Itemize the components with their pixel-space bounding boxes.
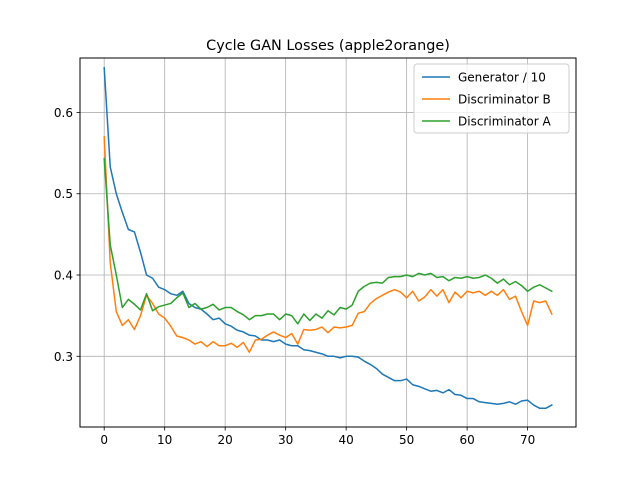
series-line-discriminator-a [103, 157, 553, 325]
legend-box [413, 63, 570, 134]
legend-label: Discriminator B [458, 93, 551, 107]
plot-area-frame [79, 57, 577, 428]
x-tick-label: 0 [100, 433, 108, 447]
y-tick-label: 0.6 [54, 106, 73, 120]
legend-label: Generator / 10 [458, 71, 546, 85]
x-tick-label: 20 [218, 433, 233, 447]
series-line-generator-10 [103, 66, 553, 410]
legend: Generator / 10 Discriminator B Discriminat… [413, 63, 570, 134]
x-tick-label: 70 [520, 433, 535, 447]
axes: 0 10 20 30 40 50 60 70 0.3 0.4 0.5 0.6 [54, 106, 535, 447]
y-tick-label: 0.4 [54, 269, 73, 283]
legend-label: Discriminator A [458, 115, 551, 129]
x-tick-label: 60 [459, 433, 474, 447]
x-tick-label: 30 [278, 433, 293, 447]
y-tick-label: 0.3 [54, 350, 73, 364]
series-lines [103, 66, 553, 410]
y-tick-label: 0.5 [54, 187, 73, 201]
chart-title: Cycle GAN Losses (apple2orange) [206, 38, 450, 54]
x-tick-label: 40 [339, 433, 354, 447]
series-line-discriminator-b [103, 136, 553, 353]
x-tick-label: 50 [399, 433, 414, 447]
x-tick-label: 10 [157, 433, 172, 447]
